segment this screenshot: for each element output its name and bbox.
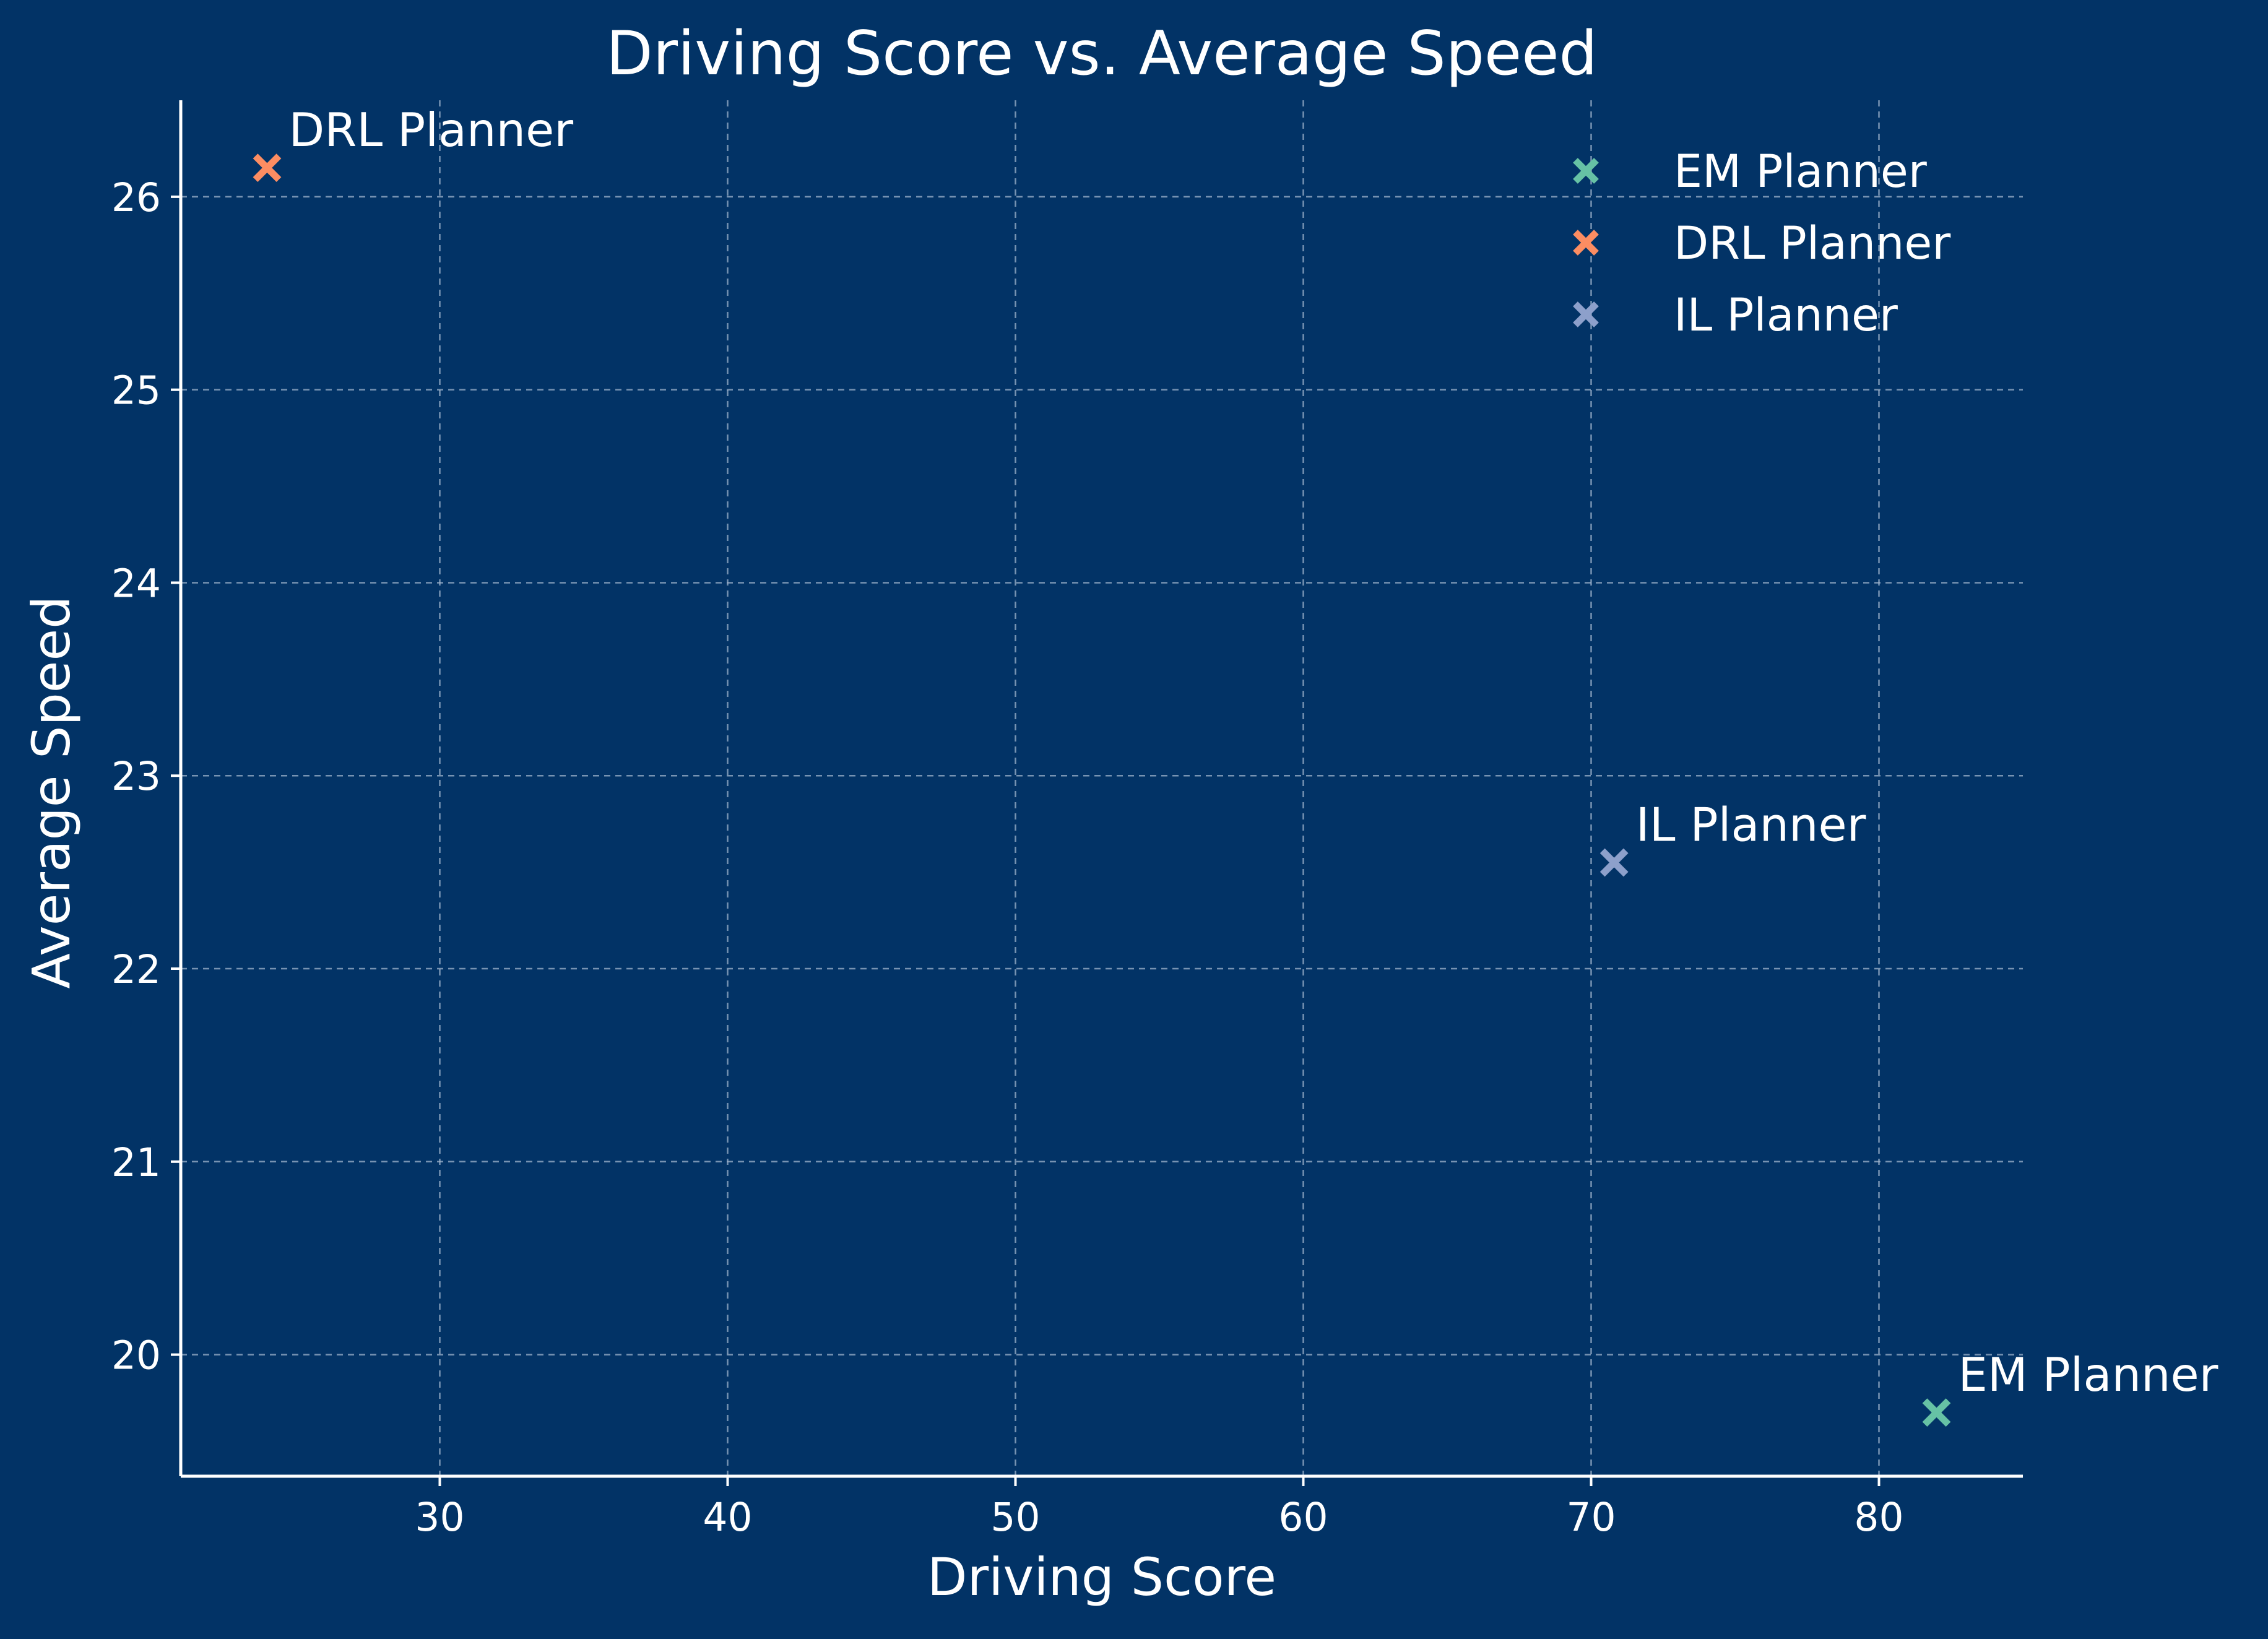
grid [181, 100, 2023, 1476]
x-tick-label: 30 [415, 1495, 464, 1540]
legend-marker [1573, 158, 1599, 184]
chart-title: Driving Score vs. Average Speed [606, 19, 1597, 89]
y-tick-label: 25 [111, 368, 161, 413]
legend-entry-label: DRL Planner [1674, 217, 1951, 270]
y-tick-label: 21 [111, 1140, 161, 1185]
x-tick-label: 50 [990, 1495, 1040, 1540]
y-axis-label: Average Speed [21, 596, 82, 989]
y-tick-label: 24 [111, 561, 161, 606]
data-point-em-planner [1922, 1398, 1951, 1427]
x-marker-stroke [1573, 301, 1599, 327]
data-point-drl-planner [253, 154, 282, 183]
x-tick-label: 40 [703, 1495, 752, 1540]
y-tick-label: 23 [111, 754, 161, 799]
legend: EM Planner DRL Planner IL Planner [1573, 145, 1951, 342]
y-tick-label: 20 [111, 1333, 161, 1378]
x-marker-stroke [1599, 848, 1629, 877]
x-marker-stroke [1573, 158, 1599, 184]
data-point-il-planner [1599, 848, 1629, 877]
x-tick-label: 70 [1566, 1495, 1616, 1540]
y-tick-label: 26 [111, 175, 161, 220]
legend-entry-label: EM Planner [1674, 145, 1928, 198]
point-label: IL Planner [1636, 798, 1866, 852]
x-marker-stroke [253, 154, 282, 183]
x-axis-label: Driving Score [927, 1547, 1276, 1607]
legend-marker [1573, 230, 1599, 256]
x-tick-label: 60 [1278, 1495, 1328, 1540]
legend-entry-label: IL Planner [1674, 289, 1898, 342]
data-points: EM Planner DRL Planner IL Planner [253, 103, 2218, 1427]
ticks: 30 40 50 60 70 80 20 21 22 23 24 25 26 [111, 175, 1904, 1540]
point-label: DRL Planner [289, 103, 574, 157]
axes [179, 100, 2023, 1478]
x-tick-label: 80 [1854, 1495, 1903, 1540]
x-marker-stroke [1922, 1398, 1951, 1427]
point-label: EM Planner [1959, 1347, 2218, 1402]
legend-marker [1573, 301, 1599, 327]
y-tick-label: 22 [111, 947, 161, 992]
x-marker-stroke [1573, 230, 1599, 256]
